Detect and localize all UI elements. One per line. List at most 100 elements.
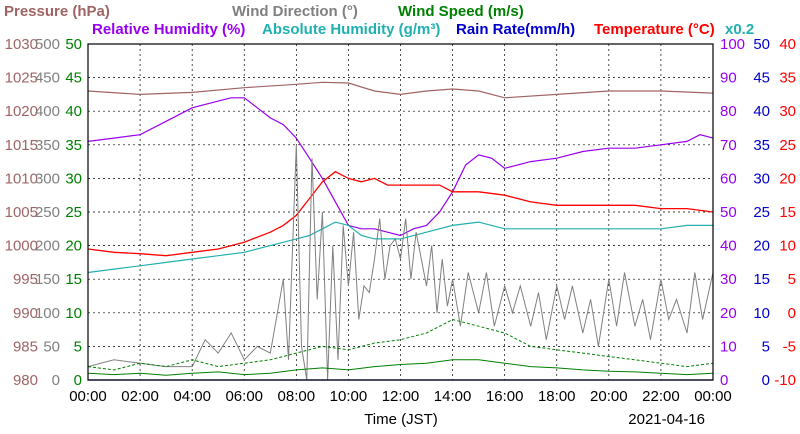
- rain-rate-label: Rain Rate(mm/h): [456, 21, 575, 38]
- wind-direction-tick: 500: [35, 36, 60, 53]
- pressure-tick: 980: [13, 372, 38, 389]
- wind-direction-tick: 350: [35, 137, 60, 154]
- series-temperature-c: [87, 170, 714, 257]
- x-tick: 12:00: [382, 388, 420, 405]
- wind-speed-tick: 0: [74, 372, 82, 389]
- rain-rate-tick: 5: [762, 338, 770, 355]
- wind-direction-tick: 200: [35, 238, 60, 255]
- temperature-tick: -5: [783, 338, 796, 355]
- absolute-humidity-scale-note: x0.2: [725, 21, 754, 38]
- wind-speed-tick: 30: [65, 170, 82, 187]
- rain-rate-tick: 50: [753, 36, 770, 53]
- relative-humidity-tick: 20: [720, 305, 737, 322]
- temperature-tick: 40: [779, 36, 796, 53]
- temperature-tick: -10: [774, 372, 796, 389]
- temperature-label: Temperature (°C): [594, 21, 715, 38]
- wind-direction-label: Wind Direction (°): [232, 3, 358, 20]
- pressure-label: Pressure (hPa): [4, 3, 110, 20]
- wind-direction-tick: 50: [43, 338, 60, 355]
- pressure-tick: 1015: [5, 137, 38, 154]
- x-tick: 02:00: [121, 388, 159, 405]
- absolute-humidity-label: Absolute Humidity (g/m³): [262, 21, 440, 38]
- wind-speed-tick: 50: [65, 36, 82, 53]
- x-tick: 16:00: [486, 388, 524, 405]
- wind-speed-tick: 20: [65, 238, 82, 255]
- series-wind-speed-m-s: [87, 359, 714, 376]
- pressure-tick: 1025: [5, 70, 38, 87]
- rain-rate-tick: 35: [753, 137, 770, 154]
- x-tick: 14:00: [434, 388, 472, 405]
- relative-humidity-tick: 10: [720, 338, 737, 355]
- pressure-tick: 985: [13, 338, 38, 355]
- series-pressure-hpa: [87, 81, 714, 99]
- temperature-tick: 35: [779, 70, 796, 87]
- relative-humidity-tick: 80: [720, 103, 737, 120]
- temperature-tick: 5: [788, 271, 796, 288]
- rain-rate-tick: 0: [762, 372, 770, 389]
- pressure-tick: 990: [13, 305, 38, 322]
- grid: [88, 44, 713, 380]
- header: Pressure (hPa) Wind Direction (°) Wind S…: [4, 3, 754, 38]
- pressure-tick: 1010: [5, 170, 38, 187]
- temperature-tick: 30: [779, 103, 796, 120]
- rain-rate-tick: 25: [753, 204, 770, 221]
- wind-direction-tick: 450: [35, 70, 60, 87]
- rain-rate-tick: 45: [753, 70, 770, 87]
- wind-direction-tick: 300: [35, 170, 60, 187]
- pressure-tick: 995: [13, 271, 38, 288]
- wind-speed-tick: 5: [74, 338, 82, 355]
- x-tick: 04:00: [173, 388, 211, 405]
- wind-speed-label: Wind Speed (m/s): [398, 3, 524, 20]
- temperature-tick: 15: [779, 204, 796, 221]
- relative-humidity-tick: 60: [720, 170, 737, 187]
- temperature-tick: 20: [779, 170, 796, 187]
- pressure-tick: 1005: [5, 204, 38, 221]
- wind-speed-tick: 45: [65, 70, 82, 87]
- wind-speed-tick: 10: [65, 305, 82, 322]
- rain-rate-tick: 20: [753, 238, 770, 255]
- x-tick: 10:00: [330, 388, 368, 405]
- pressure-tick: 1020: [5, 103, 38, 120]
- pressure-tick: 1000: [5, 238, 38, 255]
- rain-rate-tick: 15: [753, 271, 770, 288]
- pressure-tick: 1030: [5, 36, 38, 53]
- series-absolute-humidity-g-m: [87, 221, 713, 274]
- wind-direction-tick: 250: [35, 204, 60, 221]
- wind-speed-tick: 15: [65, 271, 82, 288]
- rain-rate-tick: 10: [753, 305, 770, 322]
- wind-speed-tick: 40: [65, 103, 82, 120]
- relative-humidity-label: Relative Humidity (%): [92, 21, 245, 38]
- x-axis-title: Time (JST): [364, 411, 438, 428]
- date-label: 2021-04-16: [628, 411, 705, 428]
- x-tick: 06:00: [225, 388, 263, 405]
- series-wind-speed-gust-m-s: [87, 318, 714, 371]
- relative-humidity-tick: 50: [720, 204, 737, 221]
- x-tick: 20:00: [590, 388, 628, 405]
- relative-humidity-tick: 40: [720, 238, 737, 255]
- series-wind-direction: [87, 144, 714, 381]
- rain-rate-tick: 40: [753, 103, 770, 120]
- relative-humidity-tick: 30: [720, 271, 737, 288]
- wind-direction-tick: 150: [35, 271, 60, 288]
- wind-direction-tick: 100: [35, 305, 60, 322]
- y-axes: 9809859909951000100510101015102010251030…: [5, 36, 796, 389]
- rain-rate-tick: 30: [753, 170, 770, 187]
- x-tick: 00:00: [69, 388, 107, 405]
- plot-frame: [87, 43, 714, 381]
- relative-humidity-tick: 90: [720, 70, 737, 87]
- wind-direction-tick: 0: [52, 372, 60, 389]
- series-relative-humidity: [87, 97, 714, 237]
- relative-humidity-tick: 100: [720, 36, 745, 53]
- wind-speed-tick: 25: [65, 204, 82, 221]
- relative-humidity-tick: 0: [720, 372, 728, 389]
- x-tick: 00:00: [694, 388, 732, 405]
- relative-humidity-tick: 70: [720, 137, 737, 154]
- x-tick: 22:00: [642, 388, 680, 405]
- temperature-tick: 0: [788, 305, 796, 322]
- x-tick: 18:00: [538, 388, 576, 405]
- temperature-tick: 25: [779, 137, 796, 154]
- wind-speed-tick: 35: [65, 137, 82, 154]
- temperature-tick: 10: [779, 238, 796, 255]
- wind-direction-tick: 400: [35, 103, 60, 120]
